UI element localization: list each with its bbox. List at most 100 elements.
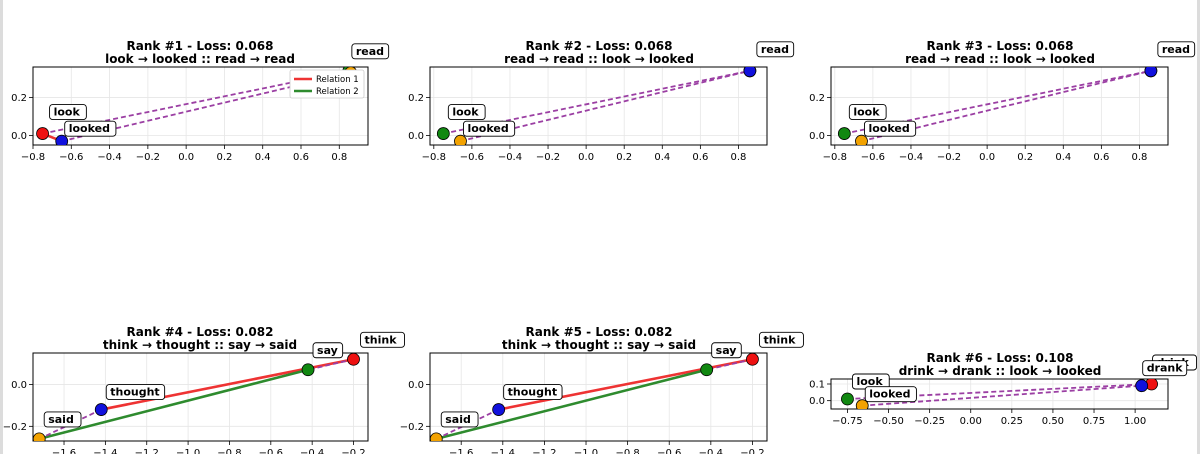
x-tick-label: −1.6: [52, 448, 76, 454]
x-tick-label: 0.50: [1042, 416, 1064, 427]
page-edge-left: [0, 0, 3, 454]
y-tick-label: 0.0: [809, 131, 825, 142]
word-label-text: looked: [467, 122, 508, 135]
x-tick-label: −0.2: [341, 448, 365, 454]
word-label: think: [758, 331, 804, 348]
legend-label-relation-1: Relation 1: [316, 75, 359, 85]
axes-frame: [830, 378, 1169, 410]
point-say: [301, 363, 315, 377]
y-tick-label: 0.1: [809, 380, 825, 391]
word-label-text: say: [317, 344, 338, 357]
axes-frame: [32, 352, 369, 442]
word-label: look: [851, 373, 890, 390]
subplot-rank-3: Rank #3 - Loss: 0.068 read → read :: loo…: [809, 39, 1196, 163]
x-tick-label: 0.8: [1131, 152, 1147, 163]
point-read: [743, 67, 757, 78]
word-label-text: look: [856, 375, 883, 388]
x-tick-label: 0.4: [1055, 152, 1071, 163]
axes-frame: [429, 66, 768, 146]
point-said: [430, 432, 443, 441]
point-looked: [855, 134, 868, 145]
y-tick-label: 0.0: [11, 131, 27, 142]
subplot-subtitle: read → read :: look → looked: [504, 52, 694, 66]
x-tick-label: 0.8: [730, 152, 746, 163]
word-label: say: [711, 342, 742, 359]
y-tick-label: 0.0: [809, 396, 825, 407]
subplot-subtitle: read → read :: look → looked: [905, 52, 1095, 66]
subplot-rank-6: Rank #6 - Loss: 0.108 drink → drank :: l…: [809, 351, 1198, 427]
word-label-box: [105, 384, 166, 401]
legend: Relation 1 Relation 2: [289, 69, 365, 99]
word-label-box: [49, 104, 87, 121]
word-label-text: looked: [868, 122, 909, 135]
word-label-text: said: [48, 413, 74, 426]
relation-line-relation2: [435, 368, 707, 441]
word-label: looked: [463, 120, 516, 137]
word-label-text: think: [365, 333, 398, 346]
subplot-subtitle: think → thought :: say → said: [103, 338, 297, 352]
word-label-text: look: [853, 106, 880, 119]
x-tick-label: −0.2: [740, 448, 764, 454]
legend-label-relation-2: Relation 2: [316, 87, 359, 97]
x-tick-label: −0.2: [536, 152, 560, 163]
page-edge-right: [1197, 0, 1200, 454]
subplot-title: Rank #1 - Loss: 0.068: [127, 39, 274, 53]
point-look: [837, 127, 851, 140]
x-tick-label: 0.4: [654, 152, 670, 163]
subplot-subtitle: think → thought :: say → said: [502, 338, 696, 352]
subplot-rank-5: Rank #5 - Loss: 0.082 think → thought ::…: [400, 325, 804, 454]
word-label-text: thought: [508, 386, 557, 399]
x-tick-label: −1.2: [135, 448, 159, 454]
x-tick-label: 0.8: [331, 152, 347, 163]
word-label-box: [864, 386, 917, 403]
word-label-text: read: [1162, 43, 1190, 56]
word-label-text: looked: [69, 122, 110, 135]
subplot-title: Rank #3 - Loss: 0.068: [927, 39, 1074, 53]
subplot-title: Rank #2 - Loss: 0.068: [526, 39, 673, 53]
x-tick-label: −0.6: [657, 448, 681, 454]
x-tick-label: −0.8: [422, 152, 446, 163]
word-label-box: [463, 120, 516, 137]
x-tick-label: −0.8: [217, 448, 241, 454]
word-label-text: looked: [869, 388, 910, 401]
y-tick-label: −0.2: [3, 422, 27, 433]
x-tick-label: −1.2: [532, 448, 556, 454]
word-label: looked: [864, 120, 917, 137]
x-tick-label: 0.0: [578, 152, 594, 163]
subplot-rank-1: Rank #1 - Loss: 0.068 look → looked :: r…: [11, 39, 390, 163]
word-label-box: [864, 120, 917, 137]
word-label-box: [756, 41, 795, 58]
plot-contents: [430, 353, 759, 441]
word-label-box: [312, 342, 344, 359]
axes-frame: [830, 66, 1169, 146]
axes-frame: [429, 352, 768, 442]
word-label-text: look: [452, 106, 479, 119]
word-label: read: [756, 41, 795, 58]
y-tick-label: 0.0: [408, 380, 424, 391]
point-say: [700, 363, 714, 377]
subplot-subtitle: drink → drank :: look → looked: [899, 364, 1102, 378]
subplot-rank-2: Rank #2 - Loss: 0.068 read → read :: loo…: [408, 39, 795, 163]
x-tick-label: 0.00: [960, 416, 982, 427]
subplot-subtitle: look → looked :: read → read: [105, 52, 295, 66]
x-tick-label: 0.4: [255, 152, 271, 163]
x-tick-label: −0.50: [873, 416, 904, 427]
y-tick-label: 0.2: [408, 93, 424, 104]
word-label-box: [64, 120, 117, 137]
x-tick-label: −1.4: [491, 448, 515, 454]
x-tick-label: −1.0: [574, 448, 598, 454]
word-label: look: [447, 104, 486, 121]
word-label-box: [43, 411, 82, 428]
x-tick-label: 0.2: [616, 152, 632, 163]
axes-frame: [32, 66, 369, 146]
x-tick-label: −0.6: [259, 448, 283, 454]
plot-contents: [33, 353, 360, 441]
x-tick-label: 0.25: [1001, 416, 1023, 427]
x-tick-label: 0.6: [1093, 152, 1109, 163]
x-tick-label: −0.2: [937, 152, 961, 163]
word-label: thought: [105, 384, 166, 401]
word-label: said: [43, 411, 82, 428]
y-tick-label: 0.2: [809, 93, 825, 104]
x-tick-label: 0.6: [692, 152, 708, 163]
x-tick-label: 0.75: [1083, 416, 1105, 427]
